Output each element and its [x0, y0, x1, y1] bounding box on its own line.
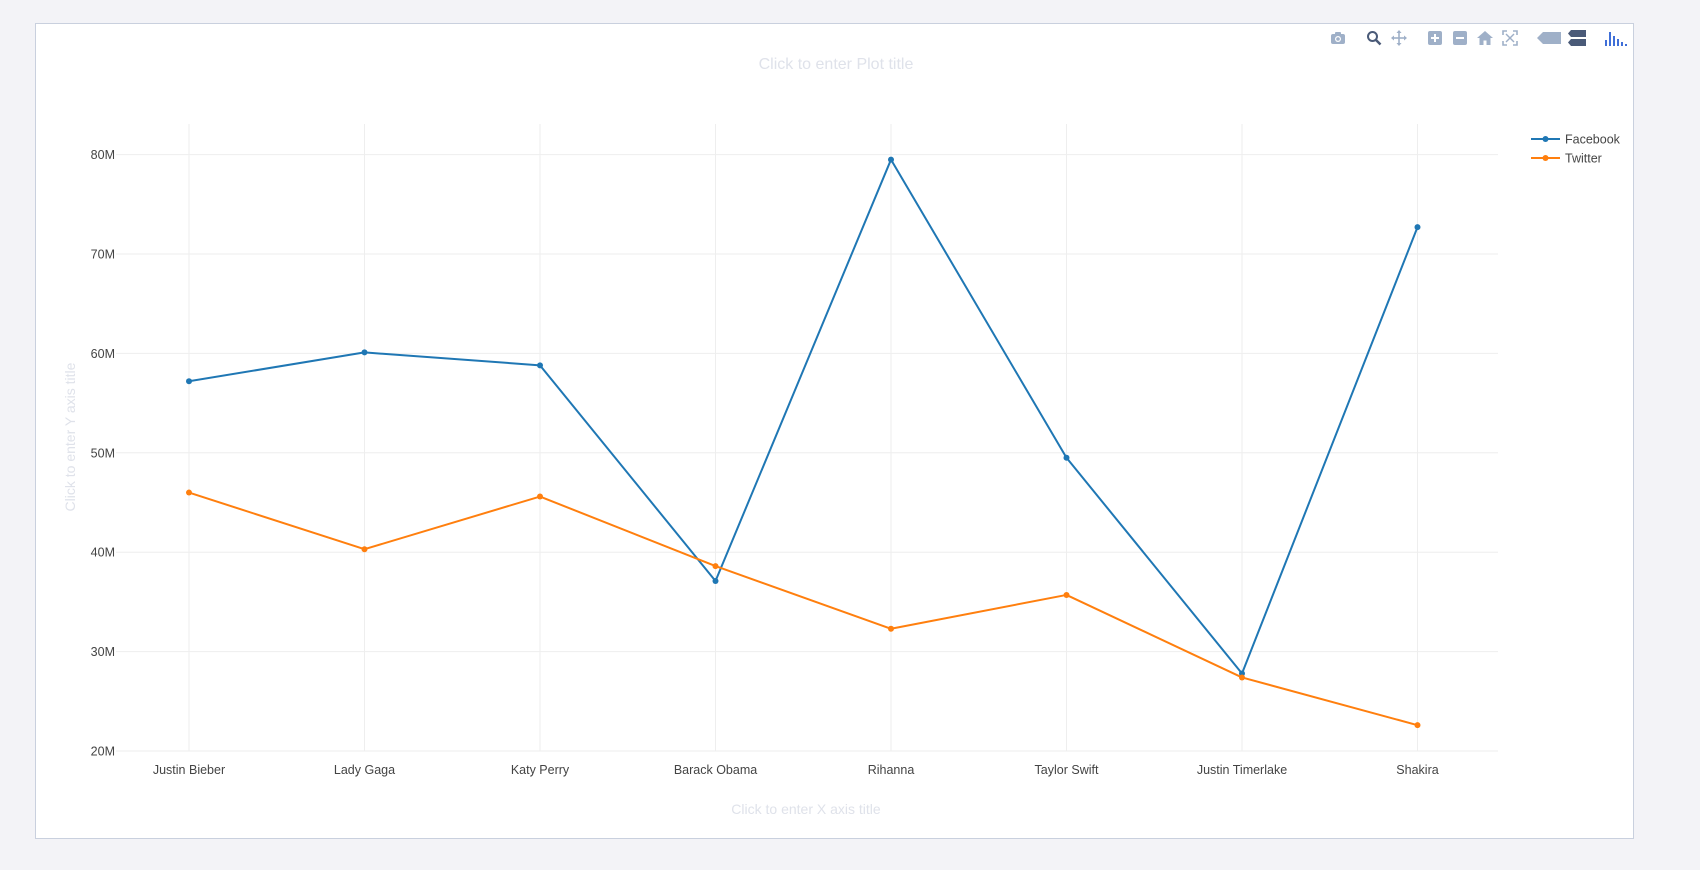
- hover-closest-icon[interactable]: [1536, 28, 1562, 48]
- y-tick-label: 80M: [91, 148, 115, 162]
- data-point-facebook[interactable]: [186, 378, 192, 385]
- y-tick-label: 50M: [91, 446, 115, 460]
- series-layer: [186, 156, 1421, 729]
- autoscale-icon[interactable]: [1500, 28, 1520, 48]
- plotly-logo-icon[interactable]: [1603, 28, 1629, 48]
- hover-compare-icon[interactable]: [1567, 28, 1587, 48]
- x-tick-label: Shakira: [1396, 763, 1438, 777]
- series-line-facebook[interactable]: [188, 158, 1419, 675]
- data-point-twitter[interactable]: [712, 563, 719, 570]
- data-point-twitter[interactable]: [1414, 722, 1421, 729]
- x-tick-label: Katy Perry: [511, 763, 570, 777]
- x-axis-title[interactable]: Click to enter X axis title: [731, 801, 881, 817]
- modebar: [1318, 28, 1629, 48]
- data-point-twitter[interactable]: [1239, 674, 1245, 681]
- data-point-facebook[interactable]: [1414, 224, 1421, 231]
- grid: [116, 124, 1498, 752]
- data-point-twitter[interactable]: [537, 493, 543, 500]
- plot-title[interactable]: Click to enter Plot title: [759, 56, 914, 73]
- x-tick-label: Taylor Swift: [1035, 763, 1099, 777]
- zoom-out-icon[interactable]: [1450, 28, 1470, 48]
- data-point-facebook[interactable]: [537, 362, 543, 369]
- legend-label-facebook[interactable]: Facebook: [1565, 133, 1621, 147]
- data-point-facebook[interactable]: [361, 349, 368, 356]
- legend-swatch-marker[interactable]: [1542, 136, 1549, 142]
- data-point-twitter[interactable]: [361, 546, 368, 553]
- y-tick-label: 70M: [91, 248, 115, 262]
- y-tick-label: 40M: [91, 546, 115, 560]
- data-point-facebook[interactable]: [888, 156, 894, 163]
- data-point-twitter[interactable]: [186, 489, 192, 496]
- home-icon[interactable]: [1475, 28, 1495, 48]
- pan-icon[interactable]: [1389, 28, 1409, 48]
- x-tick-label: Rihanna: [868, 763, 915, 777]
- camera-icon[interactable]: [1328, 28, 1348, 48]
- legend-label-twitter[interactable]: Twitter: [1565, 152, 1602, 166]
- data-point-facebook[interactable]: [712, 578, 719, 585]
- x-tick-label: Justin Timerlake: [1197, 763, 1287, 777]
- y-tick-label: 20M: [91, 745, 115, 759]
- y-tick-label: 60M: [91, 347, 115, 361]
- y-axis: 20M 30M 40M 50M 60M 70M 80M: [91, 148, 115, 758]
- plot-card: 20M 30M 40M 50M 60M 70M 80M Justin Bieber Lady …: [35, 23, 1634, 839]
- data-point-twitter[interactable]: [888, 625, 894, 632]
- x-axis: Justin Bieber Lady Gaga Katy Perry Barack O…: [153, 763, 1439, 777]
- x-tick-label: Justin Bieber: [153, 763, 225, 777]
- x-tick-label: Lady Gaga: [334, 763, 395, 777]
- legend-swatch-marker[interactable]: [1542, 155, 1549, 161]
- line-chart[interactable]: 20M 30M 40M 50M 60M 70M 80M Justin Bieber Lady …: [36, 24, 1635, 840]
- x-tick-label: Barack Obama: [674, 763, 757, 777]
- y-axis-title[interactable]: Click to enter Y axis title: [62, 362, 78, 511]
- series-line-twitter[interactable]: [188, 491, 1418, 727]
- zoom-icon[interactable]: [1364, 28, 1384, 48]
- y-tick-label: 30M: [91, 645, 115, 659]
- legend[interactable]: Facebook Twitter: [1531, 133, 1621, 166]
- data-point-facebook[interactable]: [1063, 454, 1070, 461]
- zoom-in-icon[interactable]: [1425, 28, 1445, 48]
- data-point-twitter[interactable]: [1063, 591, 1070, 598]
